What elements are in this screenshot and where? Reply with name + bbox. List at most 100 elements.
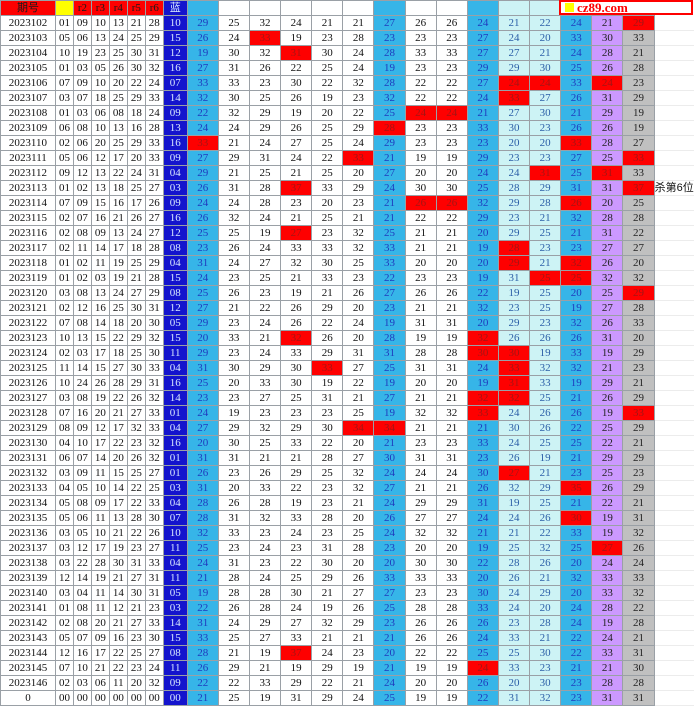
stat-cell-9: 26: [436, 16, 467, 31]
stat-cell-13: 26: [561, 406, 592, 421]
stat-cell-4: 25: [281, 571, 312, 586]
period-cell: 2023125: [1, 361, 56, 376]
period-cell: 2023139: [1, 571, 56, 586]
red-ball-cell-1: 06: [55, 121, 73, 136]
red-ball-cell-6: 33: [145, 151, 163, 166]
stat-cell-12: 29: [530, 586, 561, 601]
red-ball-cell-6: 32: [145, 676, 163, 691]
stat-cell-5: 23: [312, 496, 343, 511]
stat-cell-6: 27: [343, 361, 374, 376]
gutter-cell: [654, 646, 694, 661]
red-ball-cell-2: 13: [73, 331, 91, 346]
stat-cell-12: 32: [530, 691, 561, 706]
stat-cell-15: 33: [623, 316, 654, 331]
red-ball-cell-6: 27: [145, 181, 163, 196]
stat-cell-6: 20: [343, 556, 374, 571]
stat-cell-3: 33: [249, 481, 280, 496]
red-ball-cell-2: 08: [73, 286, 91, 301]
red-ball-cell-5: 23: [127, 631, 145, 646]
stat-cell-10: 24: [467, 16, 498, 31]
stat-cell-13: 20: [561, 586, 592, 601]
stat-cell-12: 21: [530, 571, 561, 586]
red-ball-cell-2: 06: [73, 136, 91, 151]
stat-cell-14: 24: [592, 631, 623, 646]
site-logo[interactable]: cz89.com: [559, 0, 693, 15]
stat-cell-3: 21: [249, 661, 280, 676]
stat-cell-5: 21: [312, 586, 343, 601]
stat-cell-9: 32: [436, 526, 467, 541]
red-ball-cell-5: 23: [127, 436, 145, 451]
stat-cell-7: 20: [374, 556, 405, 571]
stat-cell-3: 23: [249, 76, 280, 91]
stat-cell-4: 33: [281, 511, 312, 526]
stat-cell-10: 26: [467, 676, 498, 691]
period-header: 期号: [1, 1, 56, 16]
stat-cell-10: 33: [467, 436, 498, 451]
red-ball-cell-1: 10: [55, 376, 73, 391]
stat-cell-10: 29: [467, 151, 498, 166]
red-ball-cell-4: 21: [109, 526, 127, 541]
stat-cell-15: 32: [623, 526, 654, 541]
stat-cell-8: 27: [405, 511, 436, 526]
stat-cell-13: 30: [561, 511, 592, 526]
stat-cell-12: 20: [530, 601, 561, 616]
stat-cell-13: 25: [561, 541, 592, 556]
stat-cell-4: 25: [281, 391, 312, 406]
stat-cell-11: 31: [498, 691, 529, 706]
red-ball-cell-3: 09: [91, 631, 109, 646]
stat-cell-3: 32: [249, 46, 280, 61]
stat-cell-7: 19: [374, 406, 405, 421]
red-ball-cell-6: 27: [145, 646, 163, 661]
red-ball-cell-6: 31: [145, 586, 163, 601]
stat-cell-10: 21: [467, 106, 498, 121]
stat-cell-2: 24: [218, 121, 249, 136]
stat-cell-9: 20: [436, 676, 467, 691]
stat-cell-13: 32: [561, 211, 592, 226]
red-ball-cell-3: 10: [91, 526, 109, 541]
stat-cell-15: 27: [623, 136, 654, 151]
stat-cell-4: 19: [281, 106, 312, 121]
stat-cell-13: 19: [561, 376, 592, 391]
red-ball-cell-3: 13: [91, 166, 109, 181]
gutter-cell: [654, 301, 694, 316]
period-cell: 2023115: [1, 211, 56, 226]
stat-cell-6: 33: [343, 151, 374, 166]
stat-cell-8: 21: [405, 301, 436, 316]
stat-cell-12: 30: [530, 676, 561, 691]
gutter-cell: [654, 151, 694, 166]
red-ball-cell-6: 27: [145, 541, 163, 556]
stat-cell-12: 25: [530, 286, 561, 301]
gutter-cell: [654, 226, 694, 241]
stat-cell-12: 21: [530, 211, 561, 226]
stat-cell-9: 28: [436, 601, 467, 616]
stat-cell-5: 19: [312, 376, 343, 391]
red-ball-cell-4: 12: [109, 601, 127, 616]
stat-cell-1: 27: [187, 151, 218, 166]
blue-ball-cell: 05: [163, 316, 187, 331]
stat-cell-14: 33: [592, 646, 623, 661]
red-ball-cell-3: 03: [91, 271, 109, 286]
stat-cell-5: 30: [312, 556, 343, 571]
stat-cell-8: 29: [405, 496, 436, 511]
red-ball-cell-1: 01: [55, 256, 73, 271]
stat-cell-2: 26: [218, 286, 249, 301]
stat-cell-14: 26: [592, 121, 623, 136]
stat-cell-13: 23: [561, 691, 592, 706]
red-ball-cell-5: 32: [127, 421, 145, 436]
stat-cell-15: 20: [623, 331, 654, 346]
stat-cell-14: 19: [592, 346, 623, 361]
stat-cell-3: 21: [249, 331, 280, 346]
blue-ball-cell: 15: [163, 331, 187, 346]
stat-cell-1: 29: [187, 166, 218, 181]
stat-cell-8: 31: [405, 451, 436, 466]
stat-cell-11: 29: [498, 256, 529, 271]
stat-cell-15: 28: [623, 301, 654, 316]
period-cell: 2023113: [1, 181, 56, 196]
blue-ball-cell: 01: [163, 406, 187, 421]
stat-cell-2: 21: [218, 136, 249, 151]
